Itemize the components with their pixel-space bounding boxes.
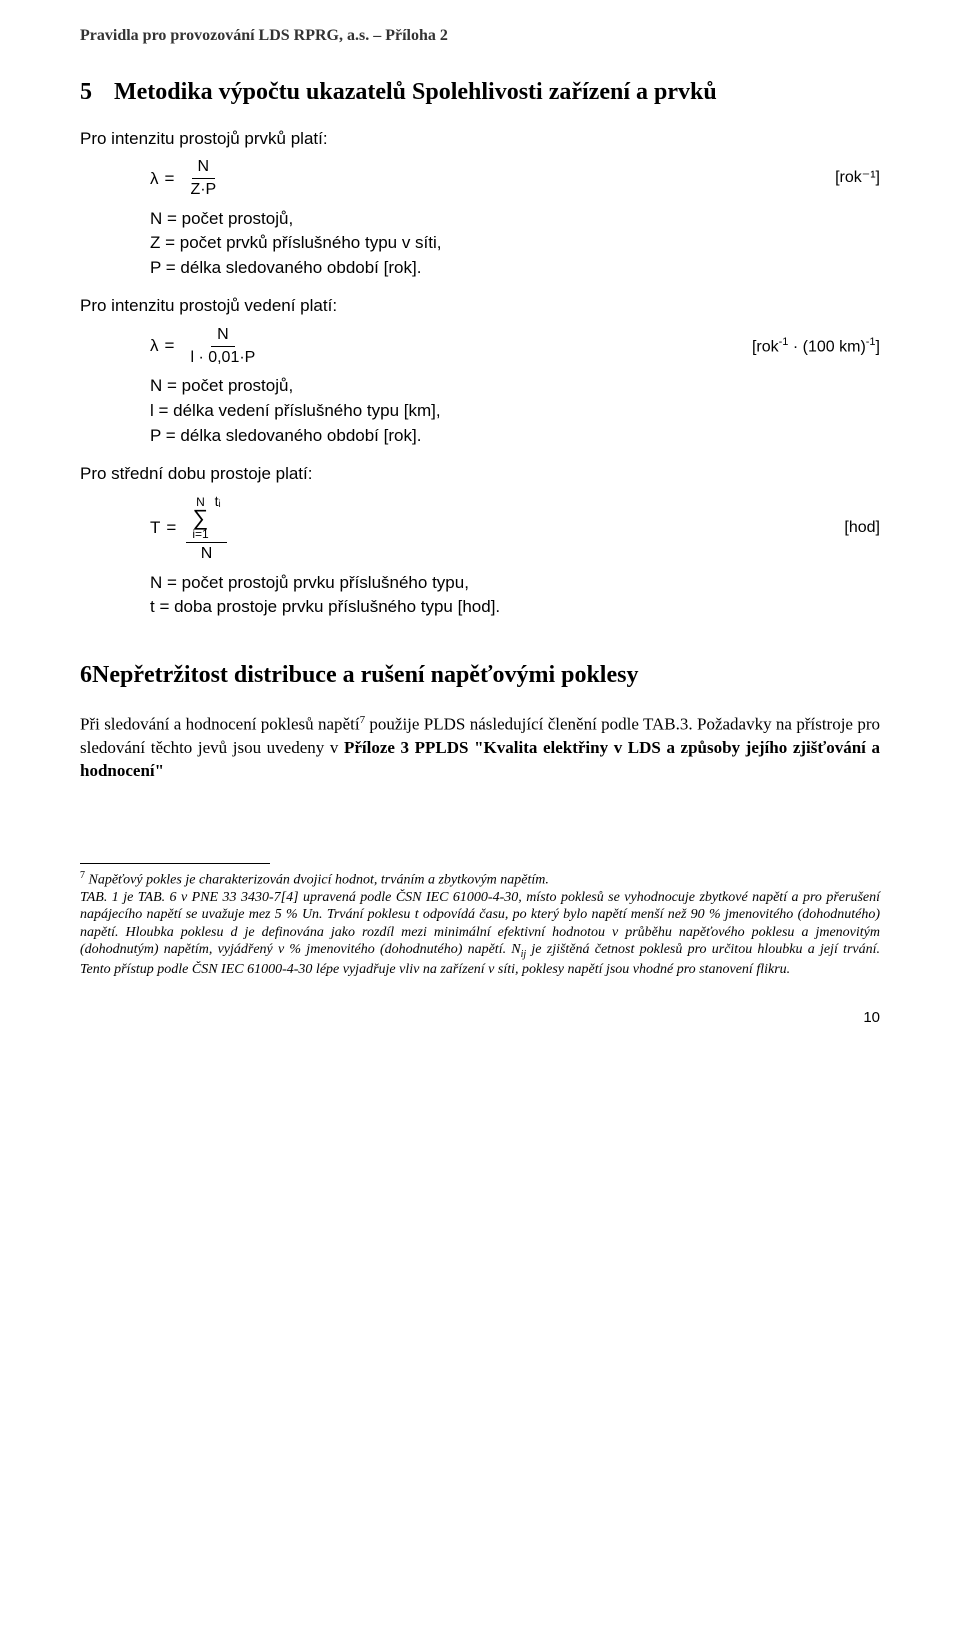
formula2-def-N: N = počet prostojů, [150,374,880,399]
formula3-fraction: N ∑ i=1 tᵢ N [186,494,226,562]
formula1-intro: Pro intenzitu prostojů prvků platí: [80,127,880,151]
section-6-title: Nepřetržitost distribuce a rušení napěťo… [92,662,638,688]
formula1-row: λ = N Z·P [rok⁻¹] [150,158,880,198]
section-5-title: Metodika výpočtu ukazatelů Spolehlivosti… [114,79,717,105]
formula2-numerator: N [211,326,235,347]
para-t1: Při sledování a hodnocení poklesů napětí [80,715,360,734]
unit-pre: [rok [752,338,779,355]
equals-sign: = [166,516,176,540]
equals-sign: = [165,334,175,358]
sigma-lower-limit: i=1 [192,528,208,540]
formula2-denominator: l · 0,01·P [184,347,261,367]
formula2-def-P: P = délka sledovaného období [rok]. [150,424,880,449]
formula3-denominator: N [195,543,219,563]
formula3: T = N ∑ i=1 tᵢ N [150,494,231,562]
lambda-symbol: λ [150,167,159,191]
formula2-fraction: N l · 0,01·P [184,326,261,366]
section-5-heading: 5Metodika výpočtu ukazatelů Spolehlivost… [80,77,880,108]
formula2-row: λ = N l · 0,01·P [rok-1 · (100 km)-1] [150,326,880,366]
formula1-def-N: N = počet prostojů, [150,207,880,232]
ti-term: tᵢ [215,493,221,509]
formula1-fraction: N Z·P [184,158,222,198]
section-6-heading: 6Nepřetržitost distribuce a rušení napěť… [80,660,880,691]
formula1-denominator: Z·P [184,179,222,199]
sigma: ∑ [193,508,209,528]
page-number: 10 [80,1007,880,1028]
formula3-defs: N = počet prostojů prvku příslušného typ… [150,571,880,620]
footnote-7: 7 Napěťový pokles je charakterizován dvo… [80,870,880,979]
formula1-def-P: P = délka sledovaného období [rok]. [150,256,880,281]
sigma-symbol: N ∑ i=1 [192,496,208,540]
T-symbol: T [150,516,160,540]
lambda-symbol: λ [150,334,159,358]
formula3-def-t: t = doba prostoje prvku příslušného typu… [150,595,880,620]
formula1-defs: N = počet prostojů, Z = počet prvků přís… [150,207,880,281]
formula2-defs: N = počet prostojů, l = délka vedení pří… [150,374,880,448]
footnote-separator [80,863,270,864]
formula1-unit: [rok⁻¹] [835,167,880,189]
formula2-unit: [rok-1 · (100 km)-1] [752,335,880,359]
unit-mid: · (100 km) [788,338,865,355]
formula1: λ = N Z·P [150,158,226,198]
formula3-unit: [hod] [844,517,880,539]
unit-sup1: -1 [779,336,789,348]
section-6-paragraph: Při sledování a hodnocení poklesů napětí… [80,713,880,782]
section-6-number: 6 [80,662,92,688]
formula1-def-Z: Z = počet prvků příslušného typu v síti, [150,231,880,256]
formula3-numerator: N ∑ i=1 tᵢ [186,494,226,543]
formula2-def-l: l = délka vedení příslušného typu [km], [150,399,880,424]
footnote-line1: Napěťový pokles je charakterizován dvoji… [85,872,549,887]
formula1-numerator: N [192,158,216,179]
unit-sup2: -1 [866,336,876,348]
formula2-intro: Pro intenzitu prostojů vedení platí: [80,294,880,318]
unit-suf: ] [876,338,880,355]
section-5-number: 5 [80,77,114,108]
formula3-row: T = N ∑ i=1 tᵢ N [hod] [150,494,880,562]
formula3-intro: Pro střední dobu prostoje platí: [80,462,880,486]
page-header: Pravidla pro provozování LDS RPRG, a.s. … [80,25,880,47]
equals-sign: = [165,167,175,191]
formula2: λ = N l · 0,01·P [150,326,265,366]
formula3-def-N: N = počet prostojů prvku příslušného typ… [150,571,880,596]
